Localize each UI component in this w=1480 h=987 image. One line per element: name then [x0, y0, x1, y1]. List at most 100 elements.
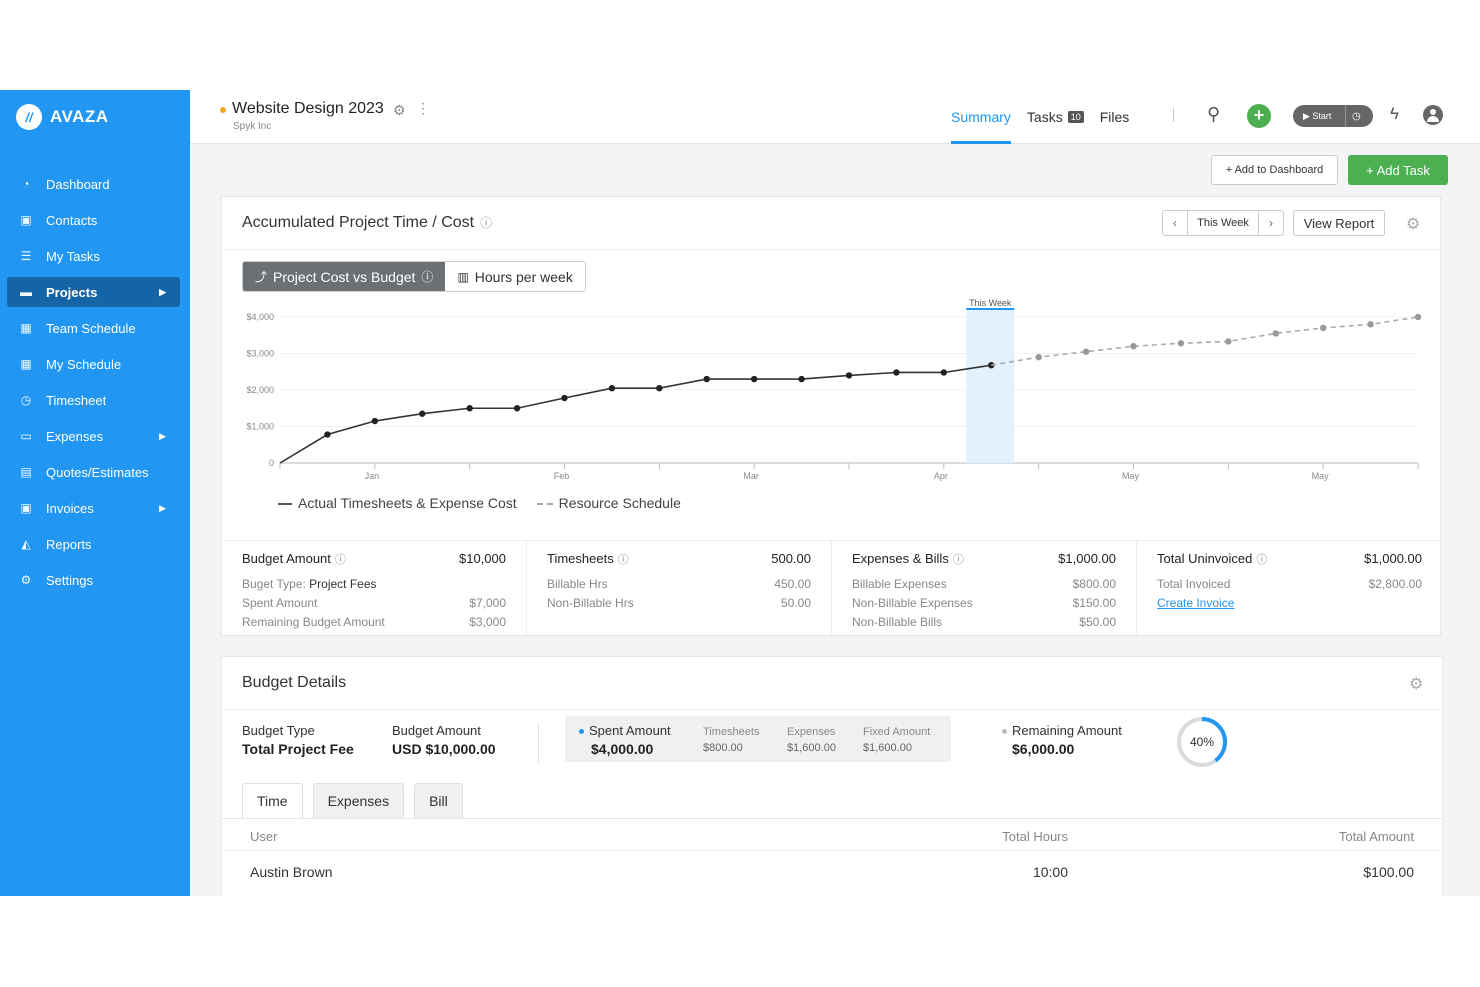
sidebar-item-reports[interactable]: ◭ Reports: [0, 526, 190, 562]
tab-expenses[interactable]: Expenses: [312, 783, 405, 818]
next-week-button[interactable]: ›: [1269, 216, 1273, 230]
timesheets-amount: Timesheets $800.00: [703, 726, 759, 754]
data-point[interactable]: [1035, 353, 1042, 361]
spent-breakdown: Spent Amount $4,000.00 Timesheets $800.0…: [565, 716, 951, 762]
tab-time[interactable]: Time: [242, 783, 303, 818]
sidebar: // AVAZA ◔ Dashboard ▣ Contacts ☰ My Tas…: [0, 90, 190, 896]
data-point[interactable]: [750, 375, 758, 383]
sidebar-item-label: Timesheet: [46, 392, 107, 408]
expenses-amount: Expenses $1,600.00: [787, 726, 836, 754]
this-week-highlight: [966, 309, 1015, 463]
stat-row: Create Invoice: [1157, 594, 1422, 613]
toggle-cost-vs-budget[interactable]: ⤴ Project Cost vs Budget ⓘ: [243, 262, 446, 291]
data-point[interactable]: [419, 410, 426, 417]
data-point[interactable]: [1319, 324, 1327, 332]
sidebar-item-label: Expenses: [46, 428, 104, 444]
data-point[interactable]: [656, 384, 663, 392]
stat-budget: Budget Amount ⓘ $10,000 Buget Type: Projec…: [222, 541, 527, 637]
data-point[interactable]: [1414, 313, 1422, 321]
divider: [222, 709, 1442, 710]
stat-title: Expenses & Bills: [852, 551, 949, 566]
stat-row: Non-Billable Hrs 50.00: [547, 594, 811, 613]
data-point[interactable]: [940, 369, 948, 376]
sidebar-item-timesheet[interactable]: ◷ Timesheet: [0, 382, 190, 418]
sidebar-item-expenses[interactable]: ▭ Expenses ▶: [0, 418, 190, 454]
stat-label: Spent Amount: [242, 596, 318, 610]
more-vertical-icon[interactable]: ⋮: [416, 100, 430, 116]
table-row[interactable]: Austin Brown 10:00 $100.00: [222, 852, 1442, 892]
sidebar-item-projects[interactable]: ▬ Projects ▶: [7, 277, 180, 307]
stat-value: $1,000.00: [1364, 551, 1422, 566]
data-point[interactable]: [324, 431, 331, 438]
app-frame: // AVAZA ◔ Dashboard ▣ Contacts ☰ My Tas…: [0, 90, 1480, 896]
data-point[interactable]: [703, 375, 710, 383]
project-tabs: Summary Tasks 10 Files: [951, 90, 1129, 144]
toggle-hours-per-week[interactable]: ▥ Hours per week: [445, 262, 585, 291]
sidebar-item-invoices[interactable]: ▣ Invoices ▶: [0, 490, 190, 526]
info-icon[interactable]: ⓘ: [952, 554, 964, 566]
gear-icon[interactable]: ⚙: [1409, 676, 1424, 693]
user-avatar-icon[interactable]: [1423, 105, 1443, 125]
logo[interactable]: // AVAZA: [16, 104, 109, 130]
x-tick-label: Jan: [365, 471, 380, 481]
stat-row: Total Invoiced $2,800.00: [1157, 575, 1422, 594]
stat-row-value: $2,800.00: [1368, 577, 1422, 591]
tab-tasks[interactable]: Tasks 10: [1027, 90, 1084, 144]
add-task-button[interactable]: + Add Task: [1348, 155, 1448, 185]
add-to-dashboard-button[interactable]: + Add to Dashboard: [1211, 155, 1338, 185]
prev-week-button[interactable]: ‹: [1173, 216, 1177, 230]
data-point[interactable]: [1367, 321, 1374, 328]
invoice-icon: ▣: [20, 501, 32, 515]
data-point[interactable]: [1225, 338, 1232, 345]
data-point[interactable]: [893, 369, 900, 376]
lightning-icon[interactable]: ϟ: [1390, 104, 1399, 123]
reports-icon: ◭: [21, 537, 31, 551]
timer-start-button[interactable]: ▶ Start ◷: [1293, 105, 1373, 127]
budget-progress-donut: 40%: [1177, 717, 1227, 767]
data-point[interactable]: [1177, 340, 1185, 347]
spent-amount: Spent Amount $4,000.00: [579, 723, 671, 757]
info-icon: ⓘ: [421, 270, 434, 284]
data-point[interactable]: [561, 394, 568, 402]
quick-add-button[interactable]: +: [1247, 104, 1271, 128]
sidebar-item-quotes[interactable]: ▤ Quotes/Estimates: [0, 454, 190, 490]
donut-progress: [1177, 717, 1227, 767]
data-point[interactable]: [1082, 348, 1090, 355]
stat-uninvoiced: Total Uninvoiced ⓘ $1,000.00 Total Invoice…: [1137, 541, 1442, 637]
data-point[interactable]: [371, 417, 379, 425]
data-point[interactable]: [1130, 343, 1137, 350]
info-icon[interactable]: ⓘ: [480, 216, 493, 230]
sidebar-item-label: Quotes/Estimates: [46, 464, 149, 480]
view-report-button[interactable]: View Report: [1293, 210, 1385, 236]
info-icon[interactable]: ⓘ: [334, 554, 346, 566]
tab-files[interactable]: Files: [1100, 90, 1130, 144]
data-point[interactable]: [988, 361, 995, 369]
info-icon[interactable]: ⓘ: [1256, 554, 1268, 566]
sidebar-item-my-schedule[interactable]: ▦ My Schedule: [0, 346, 190, 382]
sidebar-item-settings[interactable]: ⚙ Settings: [0, 562, 190, 598]
data-point[interactable]: [798, 375, 805, 383]
info-icon[interactable]: ⓘ: [617, 554, 629, 566]
tab-summary[interactable]: Summary: [951, 90, 1011, 144]
data-point[interactable]: [513, 405, 521, 412]
caret-right-icon: ▶: [159, 430, 166, 441]
dashboard-icon: ◔: [22, 177, 30, 191]
legend-swatch: [278, 503, 292, 506]
tab-bill[interactable]: Bill: [414, 783, 463, 818]
data-point[interactable]: [608, 384, 616, 392]
calendar-icon: ▦: [20, 321, 32, 335]
search-icon[interactable]: ⚲: [1207, 104, 1221, 124]
data-point[interactable]: [466, 405, 473, 412]
project-settings-icon[interactable]: ⚙: [393, 102, 406, 118]
sidebar-item-dashboard[interactable]: ◔ Dashboard: [0, 166, 190, 202]
week-navigator: ‹ This Week ›: [1162, 210, 1284, 236]
create-invoice-link[interactable]: Create Invoice: [1157, 596, 1235, 610]
data-point[interactable]: [845, 372, 853, 379]
sidebar-item-contacts[interactable]: ▣ Contacts: [0, 202, 190, 238]
stopwatch-icon: ◷: [20, 393, 32, 407]
sidebar-item-my-tasks[interactable]: ☰ My Tasks: [0, 238, 190, 274]
sidebar-item-team-schedule[interactable]: ▦ Team Schedule: [0, 310, 190, 346]
legend-item-resource: Resource Schedule: [536, 495, 681, 511]
data-point[interactable]: [1272, 330, 1279, 337]
gear-icon[interactable]: ⚙: [1406, 216, 1421, 233]
